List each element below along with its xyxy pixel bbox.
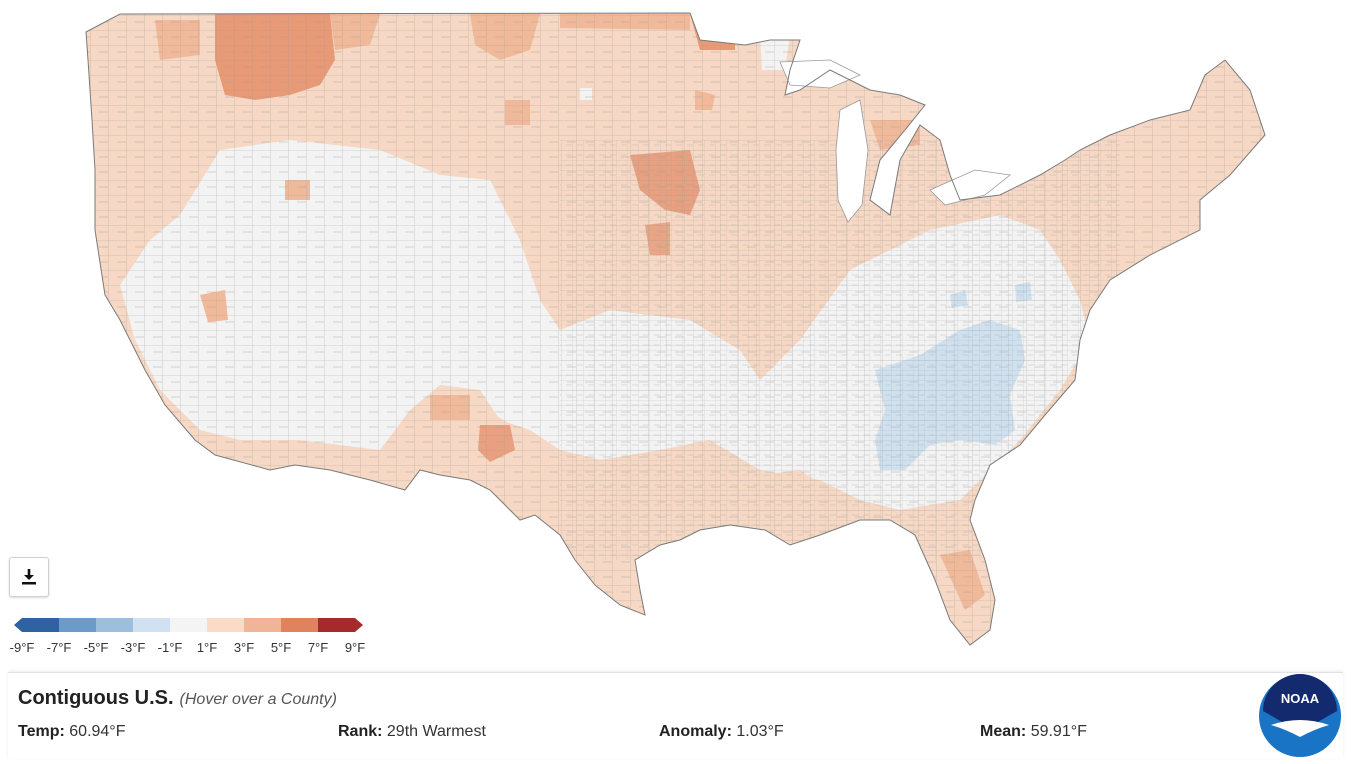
legend-tick-label: 7°F	[308, 640, 328, 655]
legend-swatch	[170, 618, 207, 632]
lake-superior	[779, 59, 861, 89]
lake-erie	[929, 169, 1011, 206]
region-title: Contiguous U.S. (Hover over a County)	[18, 687, 337, 710]
region-name: Contiguous U.S.	[18, 687, 174, 709]
legend-tick-label: -3°F	[121, 640, 146, 655]
rank-stat: Rank: 29th Warmest	[338, 723, 486, 741]
rank-value: 29th Warmest	[386, 723, 486, 740]
legend-swatch	[22, 618, 59, 632]
mean-stat: Mean: 59.91°F	[980, 723, 1087, 741]
region-hint: (Hover over a County)	[179, 691, 337, 708]
legend-swatch	[318, 618, 355, 632]
legend-arrow-right	[355, 618, 363, 632]
download-icon	[22, 569, 36, 585]
temp-label: Temp:	[18, 723, 65, 740]
anomaly-label: Anomaly:	[659, 723, 732, 740]
legend-swatch	[207, 618, 244, 632]
legend-swatch	[133, 618, 170, 632]
legend-swatch	[244, 618, 281, 632]
download-button[interactable]	[9, 557, 49, 597]
noaa-logo: NOAA	[1259, 674, 1341, 757]
legend-tick-label: 1°F	[197, 640, 217, 655]
us-county-map[interactable]	[0, 0, 1351, 670]
info-panel: Contiguous U.S. (Hover over a County) Tem…	[8, 672, 1343, 759]
legend-arrow-left	[14, 618, 22, 632]
mean-value: 59.91°F	[1030, 723, 1087, 740]
anomaly-stat: Anomaly: 1.03°F	[659, 723, 784, 741]
legend-swatch	[96, 618, 133, 632]
legend-tick-label: -1°F	[158, 640, 183, 655]
temp-value: 60.94°F	[69, 723, 126, 740]
lake-michigan	[835, 99, 869, 223]
anomaly-value: 1.03°F	[736, 723, 784, 740]
temp-stat: Temp: 60.94°F	[18, 723, 125, 741]
noaa-logo-text: NOAA	[1281, 691, 1320, 706]
legend-swatch	[281, 618, 318, 632]
legend-tick-label: 9°F	[345, 640, 365, 655]
legend-tick-label: -9°F	[10, 640, 35, 655]
rank-label: Rank:	[338, 723, 383, 740]
legend-tick-label: 5°F	[271, 640, 291, 655]
legend-tick-label: -5°F	[84, 640, 109, 655]
temperature-legend: -9°F -7°F -5°F -3°F -1°F 1°F 3°F 5°F 7°F 9°F	[10, 618, 366, 655]
mean-label: Mean:	[980, 723, 1027, 740]
legend-labels: -9°F -7°F -5°F -3°F -1°F 1°F 3°F 5°F 7°F 9°F	[10, 640, 366, 655]
legend-swatch	[59, 618, 96, 632]
legend-tick-label: 3°F	[234, 640, 254, 655]
legend-swatches	[14, 618, 363, 632]
map-svg[interactable]	[0, 0, 1351, 670]
legend-tick-label: -7°F	[47, 640, 72, 655]
